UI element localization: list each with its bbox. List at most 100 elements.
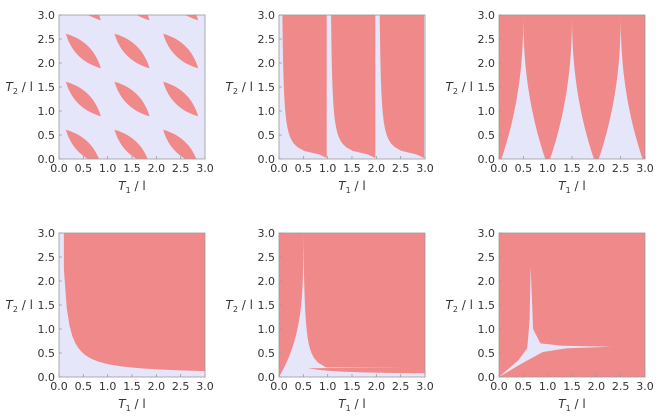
y-tick-label: 0.5 xyxy=(478,129,496,142)
x-axis-label: T1 / l xyxy=(118,397,145,413)
panel-2: 0.00.0 0.5 0.5 1.0 1.0 1.5 1.5 2.0 2.0 2.5 2.5 3.0 3… xyxy=(226,9,434,195)
y-tick-label: 2.5 xyxy=(38,251,56,264)
y-tick-label: 0.5 xyxy=(478,347,496,360)
x-tick-label: 1.0 xyxy=(539,380,557,393)
x-tick-label: 0.0 xyxy=(50,380,68,393)
y-tick-label: 2.0 xyxy=(258,57,276,70)
y-tick-label: 2.5 xyxy=(38,33,56,46)
region-lens xyxy=(212,0,247,20)
x-tick-label: 3.0 xyxy=(416,380,434,393)
x-tick-label: 2.5 xyxy=(612,162,630,175)
region-lens xyxy=(114,129,148,159)
region-cusp xyxy=(598,15,643,159)
y-tick-label: 3.0 xyxy=(478,9,496,22)
background-region xyxy=(59,15,205,159)
x-tick-label: 2.0 xyxy=(368,380,386,393)
x-tick-label: 1.0 xyxy=(319,380,337,393)
y-tick-label: 2.0 xyxy=(38,275,56,288)
y-tick-label: 2.5 xyxy=(478,33,496,46)
panel-regions xyxy=(499,15,645,159)
panel-3: 0.00.0 0.5 0.5 1.0 1.0 1.5 1.5 2.0 2.0 2.5 2.5 3.0 3… xyxy=(446,9,654,195)
y-tick-label: 1.0 xyxy=(38,105,56,118)
x-axis-label: T1 / l xyxy=(338,397,365,413)
y-axis-label: T2 / l xyxy=(446,80,473,96)
region-lens xyxy=(260,178,295,213)
y-tick-label: 1.0 xyxy=(258,105,276,118)
y-tick-label: 3.0 xyxy=(38,9,56,22)
y-axis-label: T2 / l xyxy=(226,298,253,314)
region-cusp xyxy=(550,15,594,159)
x-tick-label: 0.5 xyxy=(75,380,93,393)
x-tick-label: 2.0 xyxy=(588,162,606,175)
x-tick-label: 1.5 xyxy=(563,162,581,175)
x-tick-label: 3.0 xyxy=(196,380,214,393)
region-lens xyxy=(163,129,197,159)
region-strip xyxy=(379,15,425,159)
region-cusp xyxy=(279,233,425,377)
x-tick-label: 1.0 xyxy=(99,380,117,393)
panel-6: 0.00.0 0.5 0.5 1.0 1.0 1.5 1.5 2.0 2.0 2.5 2.5 3.0 3… xyxy=(446,227,654,413)
x-tick-label: 2.5 xyxy=(172,380,190,393)
x-tick-label: 2.5 xyxy=(392,380,410,393)
x-axis-label: T1 / l xyxy=(338,179,365,195)
x-tick-label: 0.5 xyxy=(295,380,313,393)
x-axis-label: T1 / l xyxy=(558,179,585,195)
y-tick-label: 0.5 xyxy=(38,129,56,142)
region-lens xyxy=(88,15,101,21)
region-strip xyxy=(331,15,376,159)
y-tick-label: 3.0 xyxy=(258,9,276,22)
y-tick-label: 1.5 xyxy=(38,299,56,312)
x-tick-label: 0.0 xyxy=(490,162,508,175)
y-axis-label: T2 / l xyxy=(6,298,33,314)
y-tick-label: 1.0 xyxy=(478,323,496,336)
y-tick-label: 1.5 xyxy=(478,299,496,312)
y-axis-label: T2 / l xyxy=(446,298,473,314)
panel-4: 0.00.0 0.5 0.5 1.0 1.0 1.5 1.5 2.0 2.0 2.5 2.5 3.0 3… xyxy=(6,227,214,413)
y-tick-label: 1.5 xyxy=(258,299,276,312)
x-tick-label: 1.0 xyxy=(99,162,117,175)
background-region xyxy=(499,233,645,377)
x-tick-label: 0.5 xyxy=(295,162,313,175)
x-axis-label: T1 / l xyxy=(118,179,145,195)
x-tick-label: 3.0 xyxy=(196,162,214,175)
x-tick-label: 1.5 xyxy=(123,162,141,175)
region-lens xyxy=(212,130,247,165)
x-tick-label: 2.0 xyxy=(148,380,166,393)
x-tick-label: 1.0 xyxy=(539,162,557,175)
y-tick-label: 1.0 xyxy=(38,323,56,336)
y-tick-label: 2.0 xyxy=(38,57,56,70)
y-tick-label: 3.0 xyxy=(258,227,276,240)
y-axis-label: T2 / l xyxy=(226,80,253,96)
y-tick-label: 2.0 xyxy=(258,275,276,288)
x-tick-label: 2.5 xyxy=(392,162,410,175)
region-lens xyxy=(65,129,100,159)
y-tick-label: 0.0 xyxy=(38,153,56,166)
y-tick-label: 1.5 xyxy=(38,81,56,94)
region-lens xyxy=(212,178,247,213)
y-tick-label: 1.5 xyxy=(258,81,276,94)
panel-regions xyxy=(279,15,425,159)
region-lens xyxy=(65,81,101,117)
panel-regions xyxy=(59,0,295,213)
x-tick-label: 3.0 xyxy=(636,380,654,393)
x-tick-label: 0.5 xyxy=(515,162,533,175)
panel-1: 0.00.00.50.51.01.01.51.52.02.02.52.53.03… xyxy=(6,0,295,213)
x-tick-label: 0.5 xyxy=(75,162,93,175)
x-tick-label: 2.0 xyxy=(588,380,606,393)
x-tick-label: 2.5 xyxy=(612,380,630,393)
region-lens xyxy=(163,81,199,117)
region-lens xyxy=(163,33,199,69)
region-lens xyxy=(114,81,150,117)
region-strip xyxy=(282,15,327,159)
region-lens xyxy=(163,178,198,213)
y-tick-label: 0.0 xyxy=(38,371,56,384)
x-tick-label: 1.5 xyxy=(343,380,361,393)
x-tick-label: 0.5 xyxy=(515,380,533,393)
y-tick-label: 1.0 xyxy=(258,323,276,336)
region-lens xyxy=(66,178,101,213)
region-cusp xyxy=(501,15,546,159)
region-main xyxy=(63,233,205,372)
region-lens xyxy=(212,34,247,69)
x-tick-label: 2.0 xyxy=(368,162,386,175)
